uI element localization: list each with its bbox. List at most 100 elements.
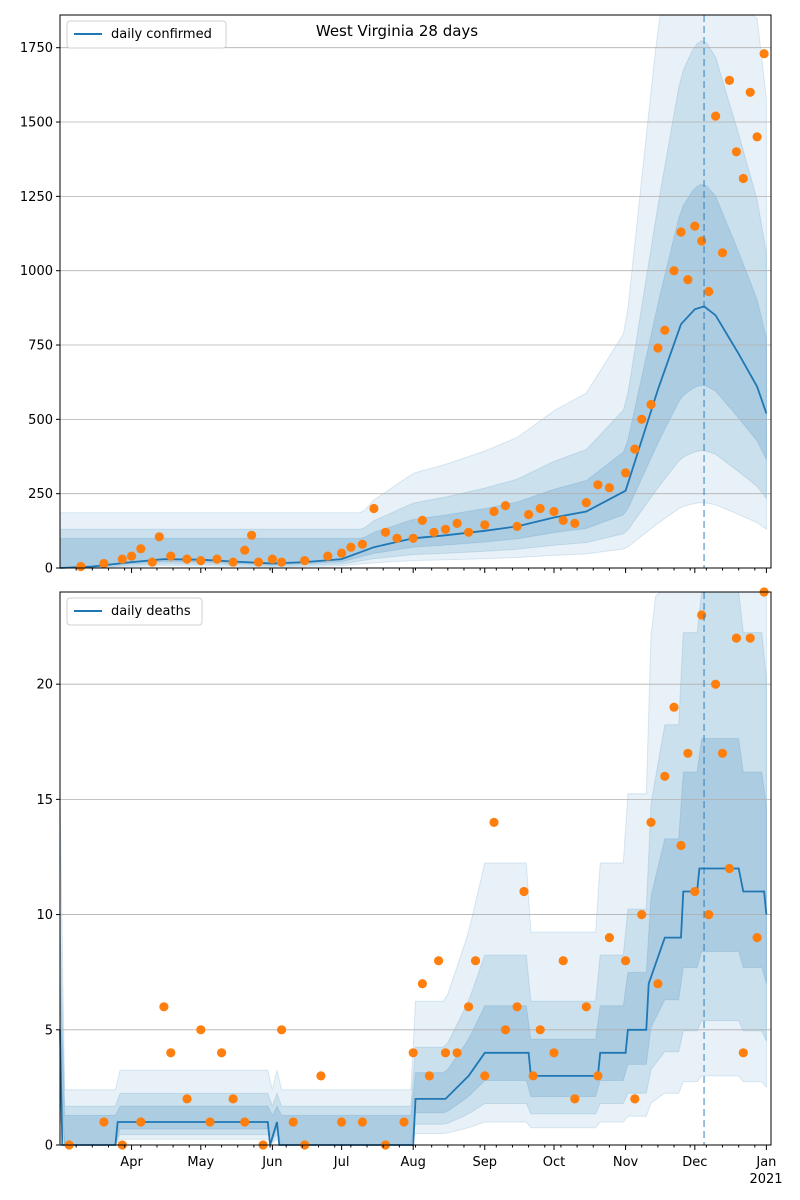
data-point [690, 221, 700, 231]
data-point [182, 1094, 192, 1104]
data-point [480, 1071, 490, 1081]
deaths-series [59, 587, 769, 1150]
data-point [745, 87, 755, 97]
y-tick-label: 1750 [20, 41, 53, 56]
y-tick-label: 15 [36, 793, 53, 808]
data-point [524, 509, 534, 520]
chart-title: West Virginia 28 days [316, 22, 478, 40]
data-point [731, 633, 742, 643]
data-point [711, 679, 721, 689]
y-tick-label: 0 [45, 1139, 53, 1154]
data-point [337, 548, 347, 558]
data-point [704, 910, 714, 920]
data-point [676, 227, 686, 237]
y-tick-label: 750 [28, 339, 53, 354]
data-point [417, 979, 427, 989]
data-point [300, 556, 310, 566]
deaths-legend: daily deaths [66, 597, 203, 626]
data-point [196, 556, 206, 566]
confirmed-x-ticks [75, 568, 767, 573]
data-point [731, 147, 742, 157]
data-point [745, 633, 755, 643]
x-tick-label: Jan [755, 1155, 776, 1170]
x-tick-label: Sep [472, 1155, 497, 1170]
data-point [500, 501, 511, 511]
data-point [660, 771, 670, 781]
data-point [228, 557, 238, 567]
data-point [637, 414, 647, 424]
data-point [240, 1117, 250, 1127]
data-point [604, 483, 615, 493]
y-tick-label: 20 [36, 678, 53, 693]
data-point [159, 1002, 169, 1012]
data-point [166, 1048, 176, 1058]
data-point [570, 518, 580, 529]
x-tick-label: May [187, 1155, 214, 1170]
data-point [99, 1117, 109, 1127]
data-point [697, 236, 707, 246]
data-point [669, 702, 679, 712]
data-point [277, 1025, 287, 1035]
data-point [558, 956, 568, 966]
data-point [660, 325, 670, 335]
data-point [738, 173, 748, 184]
data-point [724, 863, 735, 874]
data-point [637, 910, 647, 920]
data-point [593, 1071, 603, 1081]
data-point [759, 49, 769, 59]
data-point [76, 561, 86, 572]
data-point [429, 527, 439, 537]
data-point [752, 933, 762, 943]
uncertainty-band-2 [59, 40, 767, 569]
deaths-legend-label: daily deaths [111, 604, 191, 619]
data-point [196, 1025, 206, 1035]
data-point [337, 1117, 347, 1127]
data-point [630, 1094, 640, 1104]
data-point [247, 530, 257, 540]
data-point [549, 1048, 559, 1058]
data-point [464, 1002, 474, 1012]
data-point [581, 1002, 591, 1012]
data-point [240, 545, 250, 555]
data-point [288, 1117, 298, 1127]
data-point [646, 399, 656, 410]
data-point [669, 266, 679, 276]
data-point [408, 1048, 418, 1058]
data-point [604, 933, 615, 943]
data-point [704, 286, 714, 297]
data-point [653, 343, 663, 353]
data-point [417, 515, 427, 526]
data-point [399, 1117, 409, 1127]
confirmed-legend-label: daily confirmed [111, 27, 212, 42]
data-point [346, 542, 356, 552]
confirmed-legend: daily confirmed [66, 20, 227, 49]
confirmed-panel: 0 250 500 750 1000 1250 1500 1750 West Virginia… [20, 14, 772, 577]
y-tick-label: 1500 [20, 116, 53, 131]
data-point [212, 554, 222, 564]
x-tick-label: Apr [120, 1155, 143, 1170]
data-point [717, 748, 728, 758]
data-point [277, 557, 287, 567]
data-point [558, 515, 568, 526]
confirmed-y-ticks: 0 250 500 750 1000 1250 1500 1750 [20, 41, 60, 577]
data-point [724, 75, 735, 85]
x-tick-label: Jul [333, 1155, 350, 1170]
deaths-x-ticks: Apr May Jun Jul Aug Sep Oct Nov Dec Jan [75, 1145, 776, 1170]
data-point [99, 558, 109, 569]
data-point [253, 557, 264, 567]
data-point [440, 524, 451, 534]
data-point [752, 132, 762, 142]
y-tick-label: 1250 [20, 190, 53, 205]
x-tick-label: Nov [613, 1155, 639, 1170]
data-point [357, 539, 367, 549]
data-point [323, 551, 333, 561]
data-point [697, 610, 707, 620]
data-point [136, 1117, 146, 1127]
data-point [535, 1025, 545, 1035]
data-point [357, 1117, 367, 1127]
data-point [464, 527, 474, 537]
data-point [711, 111, 721, 121]
confirmed-series [59, 49, 769, 572]
